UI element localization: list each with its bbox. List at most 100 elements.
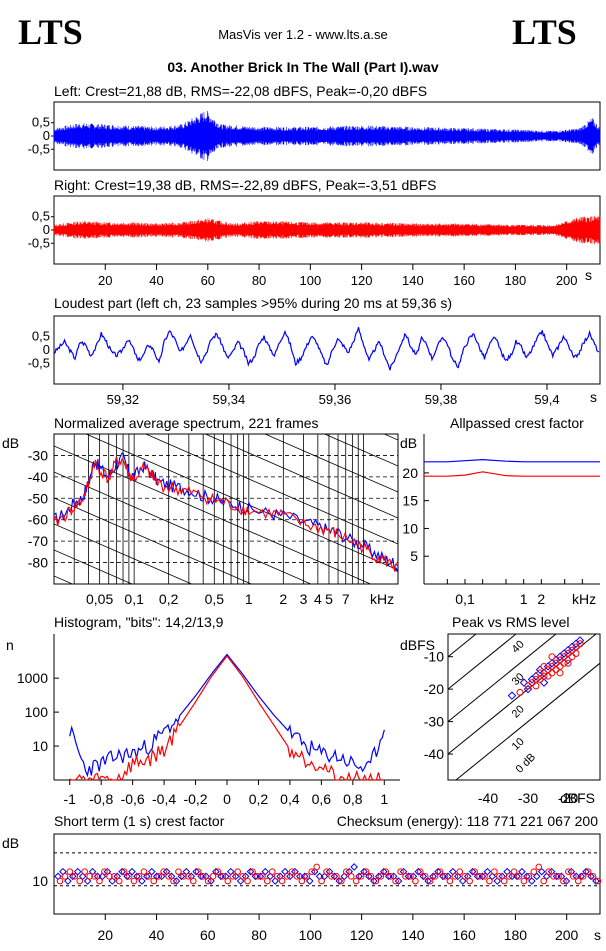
short-crest-left-point — [370, 877, 378, 885]
short-crest-left-point — [375, 872, 383, 881]
app-title: MasVis ver 1.2 - www.lts.a.se — [218, 27, 388, 42]
loudest-part-trace — [53, 327, 600, 371]
short-crest-right-point — [199, 873, 207, 880]
short-crest-left-point — [537, 867, 546, 876]
allpassed-right-line — [424, 471, 600, 477]
peak-rms-right-point — [516, 688, 524, 696]
peak-rms-left-point — [507, 691, 517, 700]
short-crest-right-point — [160, 868, 167, 875]
spectrum-slope — [54, 654, 398, 804]
short-crest-left-point — [256, 872, 265, 881]
loudest-part-xtick: 59,32 — [107, 392, 140, 407]
peak-rms-ytick: -30 — [424, 714, 444, 730]
spectrum-ytick: -60 — [28, 512, 48, 528]
short-crest-right-point — [565, 868, 572, 875]
short-crest-left-point — [532, 872, 541, 881]
short-crest-right-point — [441, 873, 449, 880]
spectrum-xtick: 0,05 — [86, 591, 113, 607]
short-crest-xtick: 160 — [452, 927, 476, 943]
short-crest-right-point — [323, 868, 330, 875]
short-crest-left-point — [513, 872, 521, 881]
allpassed-ylabel: dB — [400, 435, 417, 451]
spectrum-ylabel: dB — [2, 435, 19, 451]
short-crest-right-point — [66, 868, 74, 875]
short-crest-right-point — [219, 873, 227, 880]
short-crest-right-point — [120, 868, 128, 875]
short-crest-right-point — [505, 873, 513, 880]
spectrum-xtick: 0,1 — [124, 591, 144, 607]
spectrum-slope — [54, 680, 398, 830]
peak-rms-title: Peak vs RMS level — [452, 614, 569, 630]
left-waveform-ytick: 0 — [43, 128, 50, 143]
short-crest-right-point — [239, 873, 246, 880]
spectrum-slope — [54, 549, 133, 584]
spectrum-xtick: 1 — [245, 591, 253, 607]
peak-rms-ytick: -40 — [424, 746, 444, 762]
short-crest-left-point — [379, 867, 388, 876]
short-crest-right-point — [407, 873, 414, 880]
short-crest-right-point — [342, 868, 350, 875]
spectrum-slope — [204, 434, 398, 519]
loudest-part-xtick: 59,36 — [319, 392, 352, 407]
short-crest-right-point — [204, 877, 212, 885]
short-crest-right-point — [106, 873, 113, 880]
short-crest-xtick: 120 — [350, 927, 374, 943]
short-crest-left-point — [261, 867, 270, 876]
short-crest-right-point — [486, 877, 493, 885]
peak-rms-right-point — [532, 682, 540, 690]
short-crest-right-point — [288, 868, 296, 875]
short-crest-right-point — [273, 873, 281, 880]
spectrum-xtick: 5 — [325, 591, 333, 607]
short-crest-right-point — [579, 873, 587, 880]
short-crest-right-point — [86, 873, 93, 880]
short-crest-left-point — [587, 872, 595, 881]
short-crest-right-point — [229, 873, 237, 880]
spectrum-ytick: -40 — [28, 469, 48, 485]
short-crest-right-point — [515, 873, 523, 880]
short-crest-right-point — [481, 873, 488, 880]
logo-right: LTS — [512, 12, 577, 52]
short-crest-right-point — [357, 873, 365, 880]
short-crest-left-point — [355, 872, 363, 881]
peak-rms-diagonal — [455, 662, 600, 780]
allpassed-ytick: 15 — [402, 493, 418, 509]
short-crest-title: Short term (1 s) crest factor — [54, 813, 225, 829]
short-crest-xtick: 40 — [149, 927, 165, 943]
short-crest-right-point — [268, 868, 276, 875]
short-crest-right-point — [436, 868, 444, 875]
spectrum-slope — [54, 471, 312, 584]
short-crest-right-point — [347, 873, 355, 880]
short-crest-left-point — [414, 867, 423, 876]
short-crest-xtick: 140 — [401, 927, 425, 943]
short-crest-right-point — [352, 877, 360, 885]
short-crest-right-point — [101, 868, 108, 875]
peak-rms-right-point — [568, 653, 576, 661]
short-crest-right-point — [328, 873, 335, 880]
short-crest-left-point — [192, 867, 201, 876]
allpassed-xunit: kHz — [572, 591, 596, 607]
histogram-xtick: 1 — [380, 791, 388, 807]
histogram-xtick: -0,8 — [89, 791, 113, 807]
left-waveform-ytick: -0,5 — [28, 141, 50, 156]
short-crest-right-point — [362, 868, 370, 875]
short-crest-right-point — [175, 868, 182, 875]
short-crest-left-point — [143, 872, 151, 881]
short-crest-left-point — [577, 872, 586, 881]
allpassed-left-line — [424, 458, 600, 463]
short-crest-right-point — [456, 868, 464, 875]
short-crest-right-point — [500, 877, 508, 885]
short-crest-right-point — [298, 877, 306, 885]
short-crest-right-point — [96, 877, 103, 885]
spectrum-xtick: 3 — [300, 591, 308, 607]
spectrum-xtick: 0,2 — [159, 591, 179, 607]
short-crest-left-point — [73, 867, 82, 876]
checksum-label: Checksum (energy): 118 771 221 067 200 — [337, 813, 598, 829]
short-crest-right-point — [555, 873, 562, 880]
short-crest-left-point — [128, 867, 136, 876]
short-crest-right-point — [135, 873, 143, 880]
short-crest-right-point — [81, 868, 88, 875]
left-waveform-title: Left: Crest=21,88 dB, RMS=-22,08 dBFS, P… — [54, 83, 427, 99]
short-crest-right-point — [372, 877, 380, 885]
short-crest-right-point — [338, 877, 345, 885]
